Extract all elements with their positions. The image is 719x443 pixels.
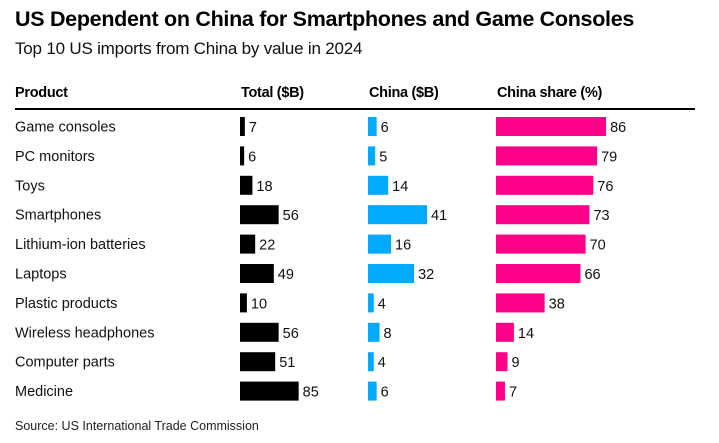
total-value-label: 51: [279, 355, 295, 371]
china-bar: [368, 146, 376, 166]
share-bar: [496, 117, 607, 136]
china-bar: [368, 381, 377, 401]
row-label: PC monitors: [15, 149, 95, 165]
total-bar: [240, 117, 245, 136]
total-value-label: 56: [283, 326, 299, 342]
table-row: Game consoles 7 6 86: [15, 117, 626, 136]
chart-subtitle: Top 10 US imports from China by value in…: [15, 39, 363, 58]
row-label: Medicine: [15, 384, 73, 400]
total-bar: [240, 146, 245, 166]
china-value-label: 14: [392, 179, 408, 195]
chart-title: US Dependent on China for Smartphones an…: [15, 7, 635, 31]
china-value-label: 16: [395, 238, 411, 254]
share-bar: [496, 293, 545, 313]
table-row: Plastic products 10 4 38: [15, 293, 565, 313]
china-value-label: 32: [418, 267, 434, 283]
total-value-label: 7: [249, 120, 257, 136]
china-value-label: 4: [378, 355, 386, 371]
share-value-label: 73: [593, 208, 609, 224]
total-bar: [240, 352, 276, 372]
share-bar: [496, 146, 598, 166]
row-label: Game consoles: [15, 120, 116, 136]
total-value-label: 85: [303, 385, 319, 401]
china-bar: [368, 264, 415, 283]
table-row: Medicine 85 6 7: [15, 381, 517, 401]
china-value-label: 8: [384, 326, 392, 342]
row-label: Plastic products: [15, 296, 117, 312]
china-bar: [368, 117, 377, 136]
total-bar: [240, 381, 299, 401]
total-value-label: 6: [248, 149, 256, 165]
china-value-label: 4: [378, 296, 386, 312]
share-bar: [496, 352, 508, 372]
table-row: Computer parts 51 4 9: [15, 352, 520, 372]
row-label: Toys: [15, 178, 45, 194]
table-row: PC monitors 6 5 79: [15, 146, 617, 166]
share-bar: [496, 175, 594, 195]
total-bar: [240, 322, 279, 342]
share-bar: [496, 264, 581, 283]
source-note: Source: US International Trade Commissio…: [15, 419, 259, 433]
share-value-label: 76: [597, 179, 613, 195]
china-value-label: 6: [381, 120, 389, 136]
row-label: Laptops: [15, 267, 67, 283]
total-bar: [240, 293, 247, 313]
table-row: Toys 18 14 76: [15, 175, 613, 195]
table-row: Wireless headphones 56 8 14: [15, 322, 534, 342]
column-header-share: China share (%): [497, 85, 603, 101]
total-bar: [240, 175, 253, 195]
table-row: Laptops 49 32 66: [15, 264, 601, 283]
share-bar: [496, 322, 514, 342]
share-value-label: 9: [512, 355, 520, 371]
column-header-china: China ($B): [369, 85, 439, 101]
china-value-label: 6: [381, 385, 389, 401]
share-value-label: 70: [590, 238, 606, 254]
share-value-label: 38: [549, 296, 565, 312]
table-row: Smartphones 56 41 73: [15, 205, 610, 225]
share-value-label: 79: [601, 149, 617, 165]
row-label: Computer parts: [15, 355, 115, 371]
row-label: Lithium-ion batteries: [15, 237, 146, 253]
share-value-label: 7: [509, 385, 517, 401]
total-value-label: 10: [251, 296, 267, 312]
row-label: Smartphones: [15, 208, 101, 224]
china-value-label: 41: [431, 208, 447, 224]
china-bar: [368, 293, 374, 313]
header-rule: [15, 108, 695, 110]
china-bar: [368, 322, 380, 342]
total-value-label: 56: [283, 208, 299, 224]
total-value-label: 49: [278, 267, 294, 283]
share-value-label: 66: [584, 267, 600, 283]
share-value-label: 86: [610, 120, 626, 136]
share-bar: [496, 381, 505, 401]
total-value-label: 18: [256, 179, 272, 195]
share-bar: [496, 234, 586, 254]
row-label: Wireless headphones: [15, 325, 154, 341]
china-bar: [368, 205, 428, 225]
total-bar: [240, 205, 279, 225]
table-row: Lithium-ion batteries 22 16 70: [15, 234, 606, 254]
china-bar: [368, 175, 389, 195]
total-value-label: 22: [259, 238, 275, 254]
column-header-total: Total ($B): [241, 85, 304, 101]
china-value-label: 5: [379, 149, 387, 165]
column-header-product: Product: [15, 85, 68, 101]
share-bar: [496, 205, 590, 225]
china-bar: [368, 234, 392, 254]
total-bar: [240, 264, 274, 283]
china-bar: [368, 352, 374, 372]
total-bar: [240, 234, 256, 254]
share-value-label: 14: [518, 326, 534, 342]
